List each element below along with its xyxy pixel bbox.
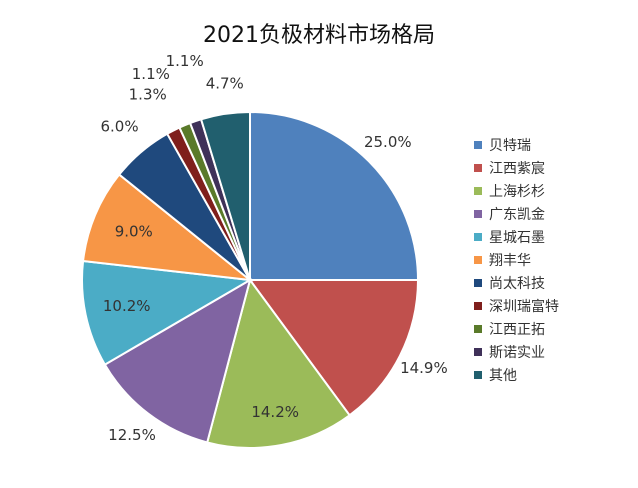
- slice-value-label: 9.0%: [115, 222, 153, 240]
- pie-value-labels: 25.0% 14.9% 14.2% 12.5% 10.2% 9.0% 6.0% 1.3% 1.1…: [100, 52, 447, 444]
- legend-label: 其他: [489, 368, 517, 384]
- slice-value-label: 14.2%: [251, 403, 299, 421]
- legend-swatch: [474, 325, 482, 333]
- legend-swatch: [474, 302, 482, 310]
- legend-swatch: [474, 210, 482, 218]
- legend-swatch: [474, 141, 482, 149]
- pie-slice: [81, 173, 254, 282]
- pie-slice: [249, 110, 420, 281]
- legend-swatch: [474, 164, 482, 172]
- slice-value-label: 1.3%: [129, 86, 167, 104]
- slice-value-label: 10.2%: [103, 297, 151, 315]
- slice-value-label: 1.1%: [132, 65, 170, 83]
- slice-value-label: 25.0%: [364, 133, 412, 151]
- pie-slice: [103, 277, 252, 444]
- legend-swatch: [474, 256, 482, 264]
- legend-label: 广东凯金: [489, 207, 545, 223]
- pie-slices: [81, 110, 420, 449]
- pie-slice: [199, 110, 251, 281]
- slice-value-label: 4.7%: [206, 74, 244, 92]
- legend-label: 翔丰华: [489, 253, 531, 269]
- legend-swatch: [474, 279, 482, 287]
- legend-label: 尚太科技: [489, 276, 545, 292]
- chart-title: 2021负极材料市场格局: [203, 23, 435, 48]
- legend-label: 江西正拓: [489, 322, 545, 338]
- legend-swatch: [474, 187, 482, 195]
- slice-value-label: 12.5%: [108, 426, 156, 444]
- pie-slice: [205, 277, 351, 449]
- legend-label: 江西紫宸: [489, 160, 545, 177]
- legend: 贝特瑞江西紫宸上海杉杉广东凯金星城石墨翔丰华尚太科技深圳瑞富特江西正拓斯诺实业其…: [474, 138, 559, 384]
- pie-slice: [81, 259, 254, 366]
- slice-value-label: 14.9%: [400, 359, 448, 377]
- legend-label: 星城石墨: [489, 230, 545, 246]
- legend-label: 斯诺实业: [489, 345, 545, 361]
- pie-slice: [248, 279, 420, 417]
- legend-label: 贝特瑞: [489, 138, 531, 154]
- legend-swatch: [474, 348, 482, 356]
- slice-value-label: 1.1%: [166, 52, 204, 70]
- legend-label: 深圳瑞富特: [489, 298, 559, 315]
- legend-label: 上海杉杉: [489, 184, 545, 200]
- legend-swatch: [474, 371, 482, 379]
- slice-value-label: 6.0%: [100, 117, 138, 135]
- legend-swatch: [474, 233, 482, 241]
